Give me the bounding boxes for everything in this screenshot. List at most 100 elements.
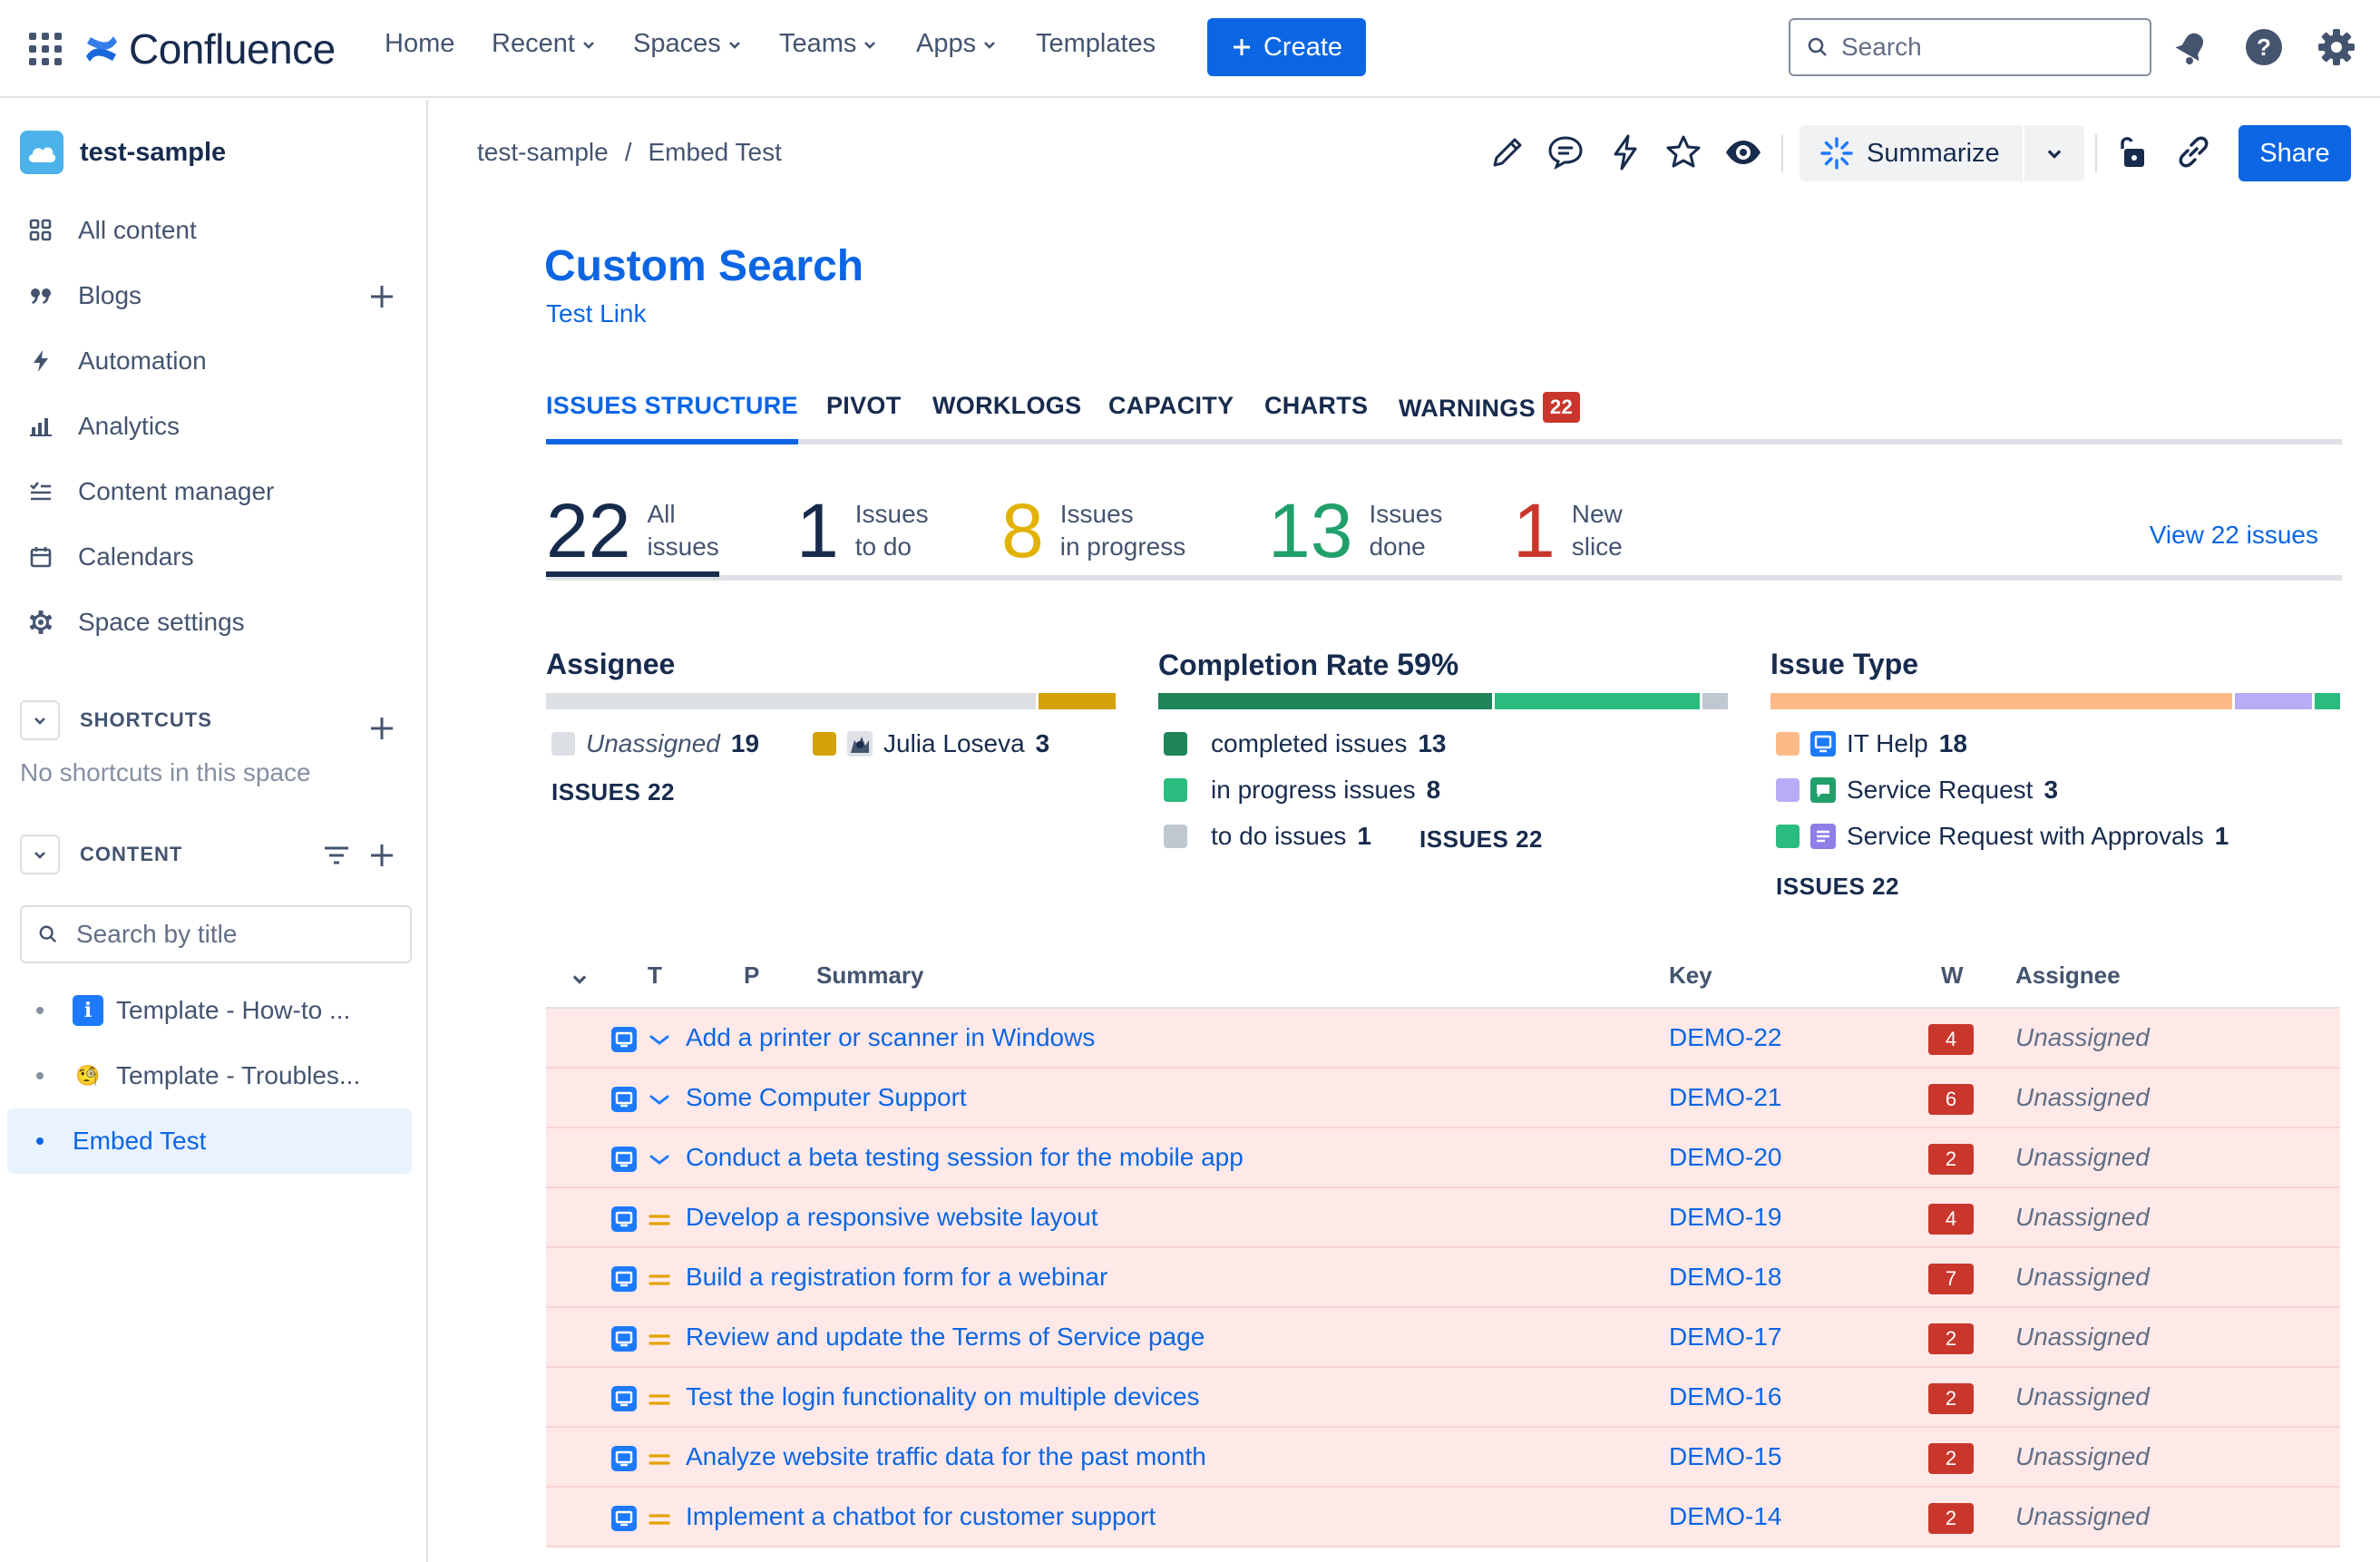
nav-teams[interactable]: Teams [779,29,878,59]
bar-segment[interactable] [2314,693,2340,709]
issue-key-link[interactable]: DEMO-17 [1669,1323,1782,1351]
tree-item-template-troubleshooting[interactable]: 🧐 Template - Troubles... [7,1043,412,1108]
column-header-type[interactable]: T [648,962,662,989]
table-row[interactable]: Analyze website traffic data for the pas… [546,1428,2340,1488]
tab-pivot[interactable]: PIVOT [826,392,902,419]
sidebar-item-analytics[interactable]: Analytics [27,412,180,441]
table-row[interactable]: Implement a chatbot for customer support… [546,1488,2340,1547]
confluence-logo[interactable]: Confluence [83,24,336,74]
nav-home[interactable]: Home [385,29,454,59]
table-row[interactable]: Develop a responsive website layout DEMO-… [546,1188,2340,1248]
legend-julia-loseva[interactable]: Julia Loseva 3 [813,729,1049,758]
warning-count-badge[interactable]: 2 [1928,1383,1974,1414]
bar-segment[interactable] [1770,693,2232,709]
table-row[interactable]: Test the login functionality on multiple… [546,1368,2340,1428]
warning-count-badge[interactable]: 7 [1928,1264,1974,1294]
legend-service-request-approvals[interactable]: Service Request with Approvals 1 [1776,822,2229,851]
issue-summary-link[interactable]: Develop a responsive website layout [686,1203,1098,1231]
app-switcher-icon[interactable] [27,31,63,67]
bar-segment[interactable] [546,693,1036,709]
issue-key-link[interactable]: DEMO-22 [1669,1023,1782,1051]
legend-service-request[interactable]: Service Request 3 [1776,776,2058,805]
bar-segment[interactable] [1494,693,1700,709]
issue-summary-link[interactable]: Some Computer Support [686,1083,967,1111]
warning-count-badge[interactable]: 4 [1928,1024,1974,1055]
summarize-button[interactable]: Summarize [1800,125,2023,181]
sidebar-item-automation[interactable]: Automation [27,347,207,376]
bar-segment[interactable] [1038,693,1116,709]
tab-warnings[interactable]: WARNINGS 22 [1399,392,1580,444]
issue-summary-link[interactable]: Add a printer or scanner in Windows [686,1023,1096,1051]
bar-segment[interactable] [2234,693,2312,709]
table-row[interactable]: Conduct a beta testing session for the m… [546,1128,2340,1188]
tab-charts[interactable]: CHARTS [1264,392,1369,419]
bar-segment[interactable] [1158,693,1492,709]
copy-link-icon[interactable] [2173,132,2213,172]
content-section-header[interactable]: CONTENT [20,835,182,874]
bar-segment[interactable] [1702,693,1728,709]
share-button[interactable]: Share [2239,125,2351,181]
sidebar-item-all-content[interactable]: All content [27,216,197,245]
issue-key-link[interactable]: DEMO-20 [1669,1143,1782,1171]
warning-count-badge[interactable]: 2 [1928,1503,1974,1534]
tab-issues-structure[interactable]: ISSUES STRUCTURE [546,392,798,444]
stat-new-slice[interactable]: 1 New slice [1513,490,1623,571]
nav-recent[interactable]: Recent [492,29,597,59]
comment-icon[interactable] [1546,132,1585,172]
legend-unassigned[interactable]: Unassigned 19 [551,729,759,758]
nav-spaces[interactable]: Spaces [633,29,743,59]
table-row[interactable]: Build a registration form for a webinar D… [546,1248,2340,1308]
warning-count-badge[interactable]: 2 [1928,1144,1974,1175]
settings-icon[interactable] [2317,27,2356,67]
legend-it-help[interactable]: IT Help 18 [1776,729,1967,758]
sidebar-item-calendars[interactable]: Calendars [27,542,194,571]
automation-lightning-icon[interactable] [1605,132,1645,172]
summarize-dropdown-button[interactable] [2024,125,2084,181]
shortcuts-section-header[interactable]: SHORTCUTS [20,700,212,740]
edit-pencil-icon[interactable] [1488,132,1527,172]
tree-item-embed-test[interactable]: Embed Test [7,1108,412,1174]
create-button[interactable]: Create [1207,18,1366,76]
warning-count-badge[interactable]: 4 [1928,1204,1974,1235]
nav-apps[interactable]: Apps [916,29,998,59]
issue-key-link[interactable]: DEMO-16 [1669,1382,1782,1411]
star-icon[interactable] [1663,132,1703,172]
issue-summary-link[interactable]: Test the login functionality on multiple… [686,1382,1200,1411]
warning-count-badge[interactable]: 2 [1928,1443,1974,1474]
issue-summary-link[interactable]: Build a registration form for a webinar [686,1263,1108,1291]
stat-issues-in-progress[interactable]: 8 Issues in progress [1001,490,1185,571]
collapse-content-button[interactable] [20,835,60,874]
nav-templates[interactable]: Templates [1036,29,1156,59]
column-header-assignee[interactable]: Assignee [2015,962,2121,989]
legend-to-do[interactable]: to do issues 1 [1164,822,1371,851]
search-by-title-input[interactable]: Search by title [20,905,412,963]
test-link[interactable]: Test Link [546,299,647,327]
breadcrumb-page-link[interactable]: Embed Test [648,138,782,166]
column-header-priority[interactable]: P [744,962,760,989]
legend-completed[interactable]: completed issues 13 [1164,729,1447,758]
legend-in-progress[interactable]: in progress issues 8 [1164,776,1440,805]
filter-icon[interactable] [323,842,350,869]
issue-key-link[interactable]: DEMO-19 [1669,1203,1782,1231]
sidebar-item-space-settings[interactable]: Space settings [27,608,245,637]
tab-capacity[interactable]: CAPACITY [1108,392,1234,419]
issue-key-link[interactable]: DEMO-21 [1669,1083,1782,1111]
stat-issues-done[interactable]: 13 Issues done [1268,490,1442,571]
sidebar-item-content-manager[interactable]: Content manager [27,477,274,506]
issue-key-link[interactable]: DEMO-14 [1669,1502,1782,1530]
sidebar-item-blogs[interactable]: Blogs [27,281,141,310]
column-header-warnings[interactable]: W [1941,962,1964,989]
warning-count-badge[interactable]: 6 [1928,1084,1974,1115]
help-icon[interactable]: ? [2244,27,2284,67]
view-issues-link[interactable]: View 22 issues [2149,521,2318,549]
table-row[interactable]: Some Computer Support DEMO-21 6 Unassigned [546,1069,2340,1128]
issue-summary-link[interactable]: Review and update the Terms of Service p… [686,1323,1205,1351]
notifications-icon[interactable] [2171,27,2211,67]
collapse-all-chevron-icon[interactable] [570,969,590,989]
add-content-plus-icon[interactable] [368,842,395,869]
warning-count-badge[interactable]: 2 [1928,1323,1974,1354]
tree-item-template-how-to[interactable]: i Template - How-to ... [7,978,412,1043]
space-header[interactable]: test-sample [20,131,226,174]
collapse-shortcuts-button[interactable] [20,700,60,740]
global-search-input[interactable]: Search [1789,18,2151,76]
